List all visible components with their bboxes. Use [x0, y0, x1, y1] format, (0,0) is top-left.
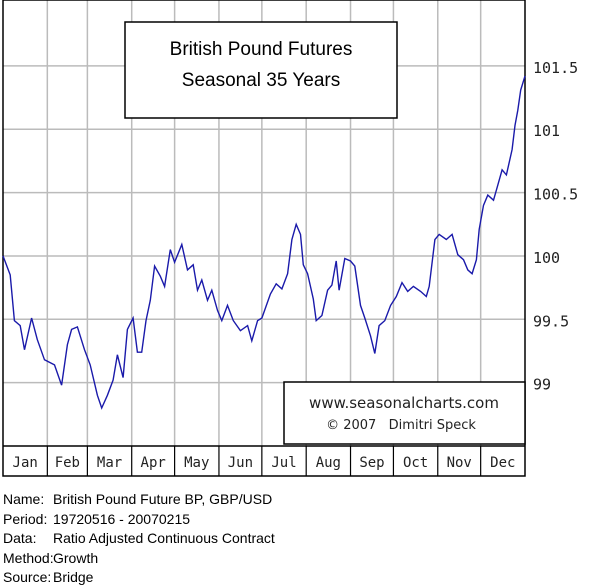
- info-key: Name:: [3, 491, 45, 507]
- info-key: Period:: [3, 510, 48, 527]
- x-tick-label: Jul: [271, 455, 296, 471]
- x-tick-label: May: [184, 455, 209, 471]
- x-tick-label: Oct: [403, 455, 428, 471]
- x-tick-label: Jun: [228, 455, 253, 471]
- info-value: Growth: [53, 549, 99, 566]
- info-key: Source:: [3, 569, 52, 585]
- y-tick-label: 100: [533, 249, 560, 267]
- chart-title-line1: British Pound Futures: [170, 39, 353, 60]
- series-line: [2, 75, 526, 410]
- x-tick-label: Sep: [359, 455, 384, 471]
- info-row: Period: 19720516 - 20070215: [3, 511, 190, 527]
- chart-title-line2: Seasonal 35 Years: [182, 70, 340, 91]
- x-tick-label: Nov: [447, 455, 472, 471]
- title-box: British Pound Futures Seasonal 35 Years: [124, 21, 398, 119]
- watermark-copyright: © 2007 Dimitri Speck: [326, 418, 476, 433]
- info-key: Method:: [3, 549, 54, 566]
- x-axis-month-labels: Jan Feb Mar Apr May Jun Jul Aug Sep Oct Nov Dec: [13, 455, 516, 471]
- info-key: Data:: [3, 530, 37, 546]
- x-tick-label: Jan: [13, 455, 38, 471]
- watermark-box: www.seasonalcharts.com © 2007 Dimitri Sp…: [283, 381, 526, 445]
- y-tick-label: 100.5: [533, 186, 578, 204]
- info-value: 19720516 - 20070215: [53, 510, 191, 527]
- x-tick-label: Apr: [141, 455, 166, 471]
- info-value: Ratio Adjusted Continuous Contract: [53, 530, 275, 546]
- info-row: Data: Ratio Adjusted Continuous Contract: [3, 530, 275, 546]
- plot-frame: [2, 0, 526, 477]
- watermark-url: www.seasonalcharts.com: [309, 394, 499, 412]
- y-axis-labels: 99 99.5 100 100.5 101 101.5: [533, 59, 578, 394]
- info-row: Name: British Pound Future BP, GBP/USD: [3, 491, 272, 507]
- y-tick-label: 101: [533, 122, 560, 140]
- info-value: British Pound Future BP, GBP/USD: [53, 491, 273, 507]
- info-row: Method:Growth: [3, 550, 98, 566]
- info-value: Bridge: [53, 569, 94, 585]
- info-row: Source: Bridge: [3, 569, 93, 585]
- x-tick-label: Dec: [490, 455, 515, 471]
- x-tick-label: Feb: [55, 455, 80, 471]
- y-tick-label: 101.5: [533, 59, 578, 77]
- y-tick-label: 99.5: [533, 312, 569, 330]
- x-tick-label: Aug: [316, 455, 341, 471]
- x-tick-label: Mar: [97, 455, 122, 471]
- y-tick-label: 99: [533, 376, 551, 394]
